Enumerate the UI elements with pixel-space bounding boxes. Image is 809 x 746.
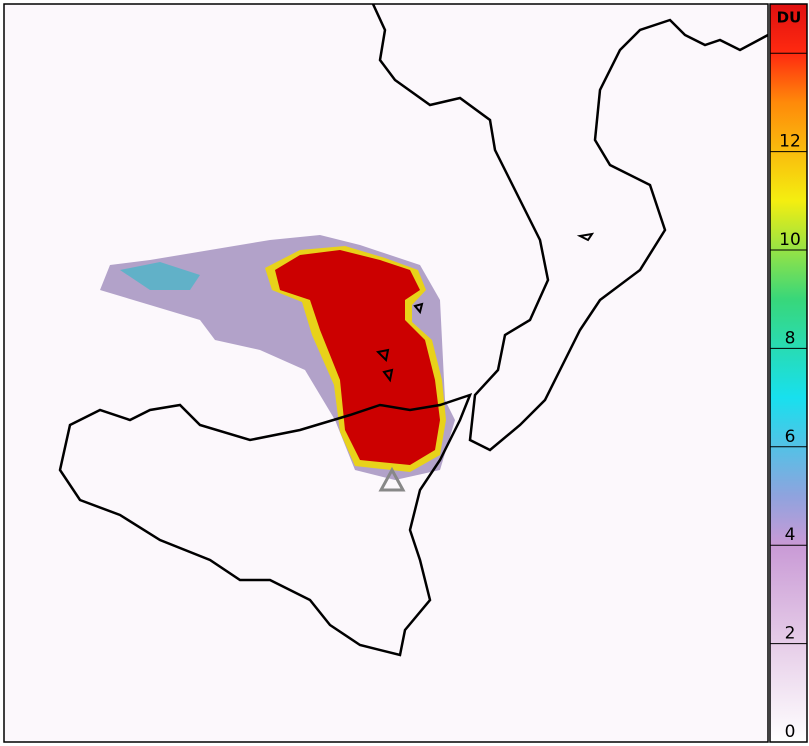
plume-cyan: [120, 262, 200, 290]
colorbar: [769, 3, 808, 743]
italy-coast: [371, 3, 769, 452]
colorbar-tick-label: 12: [779, 132, 801, 152]
coastlines: [58, 3, 769, 657]
islands: [375, 232, 595, 383]
sicily-coast: [58, 392, 473, 657]
volcano-marker: [378, 466, 406, 492]
colorbar-tick-label: 4: [785, 525, 796, 545]
colorbar-tick-label: 6: [785, 427, 796, 447]
plume-core: [275, 250, 440, 465]
colorbar-label: DU: [777, 9, 802, 27]
colorbar-axis: 0 2 4 6 8 10 12: [770, 52, 807, 742]
colorbar-tick-label: 2: [785, 624, 796, 644]
map-frame: [3, 3, 769, 743]
plume: [100, 235, 455, 480]
colorbar-tick-label: 10: [779, 230, 801, 250]
colorbar-tick-label: 0: [785, 722, 796, 742]
colorbar-tick-label: 8: [785, 328, 796, 348]
